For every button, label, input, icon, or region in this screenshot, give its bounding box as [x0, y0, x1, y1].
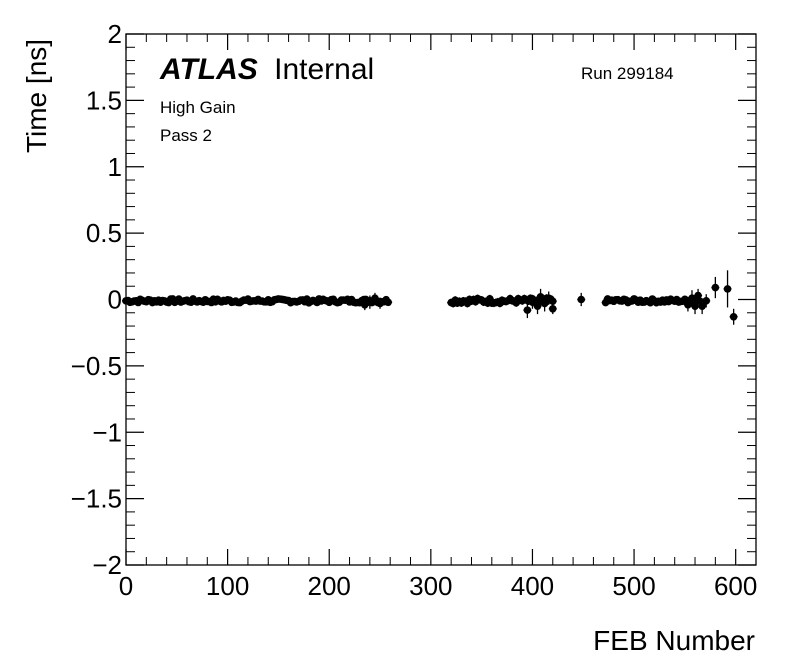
x-tick-label: 400 — [511, 571, 554, 601]
data-point — [544, 291, 553, 305]
data-point — [694, 288, 703, 303]
data-point — [376, 298, 385, 309]
data-point — [691, 298, 700, 315]
data-point — [528, 295, 537, 309]
gain-label: High Gain — [160, 98, 236, 117]
y-tick-label: 0.5 — [86, 218, 122, 248]
x-tick-labels: 0 100 200 300 400 500 600 — [119, 571, 758, 601]
y-tick-label: 1.5 — [86, 85, 122, 115]
atlas-experiment: ATLAS — [159, 53, 258, 86]
x-tick-label: 200 — [308, 571, 351, 601]
data-point — [384, 298, 393, 307]
y-tick-label: −1 — [92, 417, 122, 447]
data-points — [122, 270, 738, 325]
y-tick-label: −2 — [92, 550, 122, 580]
y-tick-label: −1.5 — [71, 484, 122, 514]
data-point — [370, 292, 379, 304]
x-tick-label: 300 — [409, 571, 452, 601]
minor-ticks — [126, 34, 757, 565]
x-tick-label: 500 — [612, 571, 655, 601]
y-tick-label: 0 — [108, 285, 122, 315]
y-axis-label: Time [ns] — [21, 39, 52, 153]
data-point — [577, 292, 586, 307]
y-tick-label: −0.5 — [71, 351, 122, 381]
data-point — [683, 298, 692, 312]
run-label: Run 299184 — [581, 64, 674, 83]
data-point — [723, 270, 732, 308]
y-tick-labels: −2 −1.5 −1 −0.5 0 0.5 1 1.5 2 — [71, 19, 122, 580]
y-tick-label: 2 — [108, 19, 122, 49]
data-point — [523, 302, 532, 319]
data-point — [702, 294, 711, 308]
x-axis-label: FEB Number — [593, 625, 755, 656]
data-point — [365, 295, 374, 309]
x-tick-label: 600 — [714, 571, 757, 601]
data-point — [536, 288, 545, 305]
x-tick-label: 0 — [119, 571, 133, 601]
plot-frame — [125, 33, 757, 566]
data-point — [729, 308, 738, 325]
data-point — [533, 298, 542, 315]
atlas-status: Internal — [274, 53, 374, 86]
data-point — [540, 295, 549, 312]
data-point — [711, 276, 720, 299]
y-tick-label: 1 — [108, 152, 122, 182]
data-point — [548, 303, 557, 315]
pass-label: Pass 2 — [160, 126, 212, 145]
x-tick-label: 100 — [206, 571, 249, 601]
atlas-label: ATLAS Internal — [159, 53, 374, 86]
data-point — [698, 298, 707, 315]
